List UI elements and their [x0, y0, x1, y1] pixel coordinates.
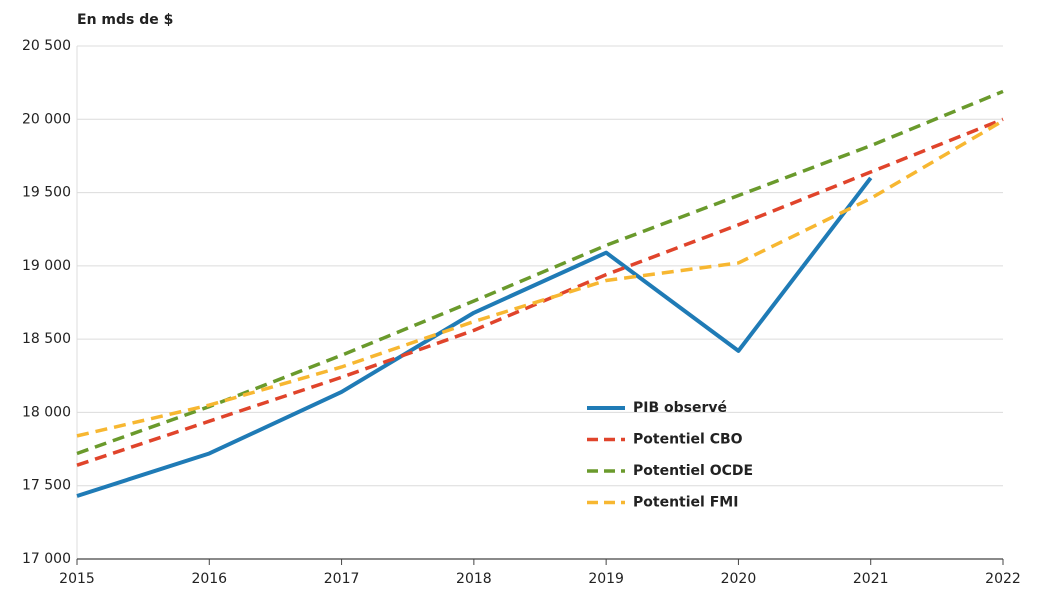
y-tick-label: 18 000 — [22, 404, 71, 420]
series-line — [76, 176, 873, 498]
x-tick-label: 2016 — [191, 571, 227, 587]
series-line — [76, 119, 1004, 438]
legend-label: Potentiel CBO — [633, 432, 743, 448]
y-tick-label: 17 000 — [22, 551, 71, 567]
x-tick-label: 2020 — [721, 571, 757, 587]
x-tick-label: 2015 — [59, 571, 95, 587]
y-tick-label: 17 500 — [22, 478, 71, 494]
x-tick-label: 2018 — [456, 571, 492, 587]
legend-label: Potentiel FMI — [633, 495, 738, 511]
y-tick-label: 19 000 — [22, 258, 71, 274]
legend-label: Potentiel OCDE — [633, 463, 753, 479]
x-tick-label: 2019 — [588, 571, 624, 587]
series-line — [76, 89, 1004, 456]
series-line — [76, 117, 1004, 467]
x-tick-label: 2017 — [324, 571, 360, 587]
y-tick-label: 20 000 — [22, 111, 71, 127]
y-tick-label: 19 500 — [22, 185, 71, 201]
x-tick-label: 2021 — [853, 571, 889, 587]
legend-label: PIB observé — [633, 400, 727, 416]
y-tick-label: 20 500 — [22, 38, 71, 54]
y-axis-label: En mds de $ — [77, 12, 173, 28]
x-tick-label: 2022 — [985, 571, 1021, 587]
y-tick-label: 18 500 — [22, 331, 71, 347]
